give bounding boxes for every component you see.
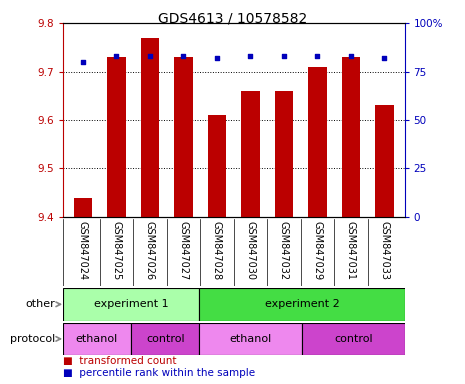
Bar <box>302 323 405 355</box>
Bar <box>375 106 394 217</box>
Point <box>179 53 187 59</box>
Bar <box>141 38 159 217</box>
Text: GSM847030: GSM847030 <box>246 221 255 280</box>
Bar <box>63 288 199 321</box>
Text: other: other <box>25 299 55 310</box>
Point <box>314 53 321 59</box>
Bar <box>63 323 131 355</box>
Bar <box>275 91 293 217</box>
Text: experiment 1: experiment 1 <box>94 299 168 310</box>
Bar <box>208 115 226 217</box>
Point <box>79 59 86 65</box>
Bar <box>73 198 92 217</box>
Bar <box>308 67 326 217</box>
Bar <box>107 57 126 217</box>
Bar <box>174 57 193 217</box>
Point <box>113 53 120 59</box>
Point <box>381 55 388 61</box>
Text: ethanol: ethanol <box>230 334 272 344</box>
Bar <box>199 323 302 355</box>
Text: experiment 2: experiment 2 <box>265 299 339 310</box>
Text: ■  transformed count: ■ transformed count <box>63 356 176 366</box>
Text: ethanol: ethanol <box>76 334 118 344</box>
Bar <box>131 323 199 355</box>
Text: GSM847032: GSM847032 <box>279 221 289 280</box>
Text: GDS4613 / 10578582: GDS4613 / 10578582 <box>158 12 307 25</box>
Text: GSM847024: GSM847024 <box>78 221 88 280</box>
Text: GSM847026: GSM847026 <box>145 221 155 280</box>
Point <box>213 55 220 61</box>
Point <box>280 53 288 59</box>
Text: control: control <box>146 334 185 344</box>
Text: ■  percentile rank within the sample: ■ percentile rank within the sample <box>63 368 255 378</box>
Bar <box>342 57 360 217</box>
Point <box>146 53 153 59</box>
Text: GSM847025: GSM847025 <box>112 221 121 280</box>
Text: GSM847033: GSM847033 <box>379 221 390 280</box>
Text: GSM847027: GSM847027 <box>179 221 188 280</box>
Text: GSM847029: GSM847029 <box>312 221 322 280</box>
Text: protocol: protocol <box>10 334 55 344</box>
Point <box>347 53 355 59</box>
Text: GSM847028: GSM847028 <box>212 221 222 280</box>
Text: GSM847031: GSM847031 <box>346 221 356 280</box>
Bar <box>241 91 259 217</box>
Text: control: control <box>334 334 372 344</box>
Point <box>247 53 254 59</box>
Bar <box>199 288 405 321</box>
